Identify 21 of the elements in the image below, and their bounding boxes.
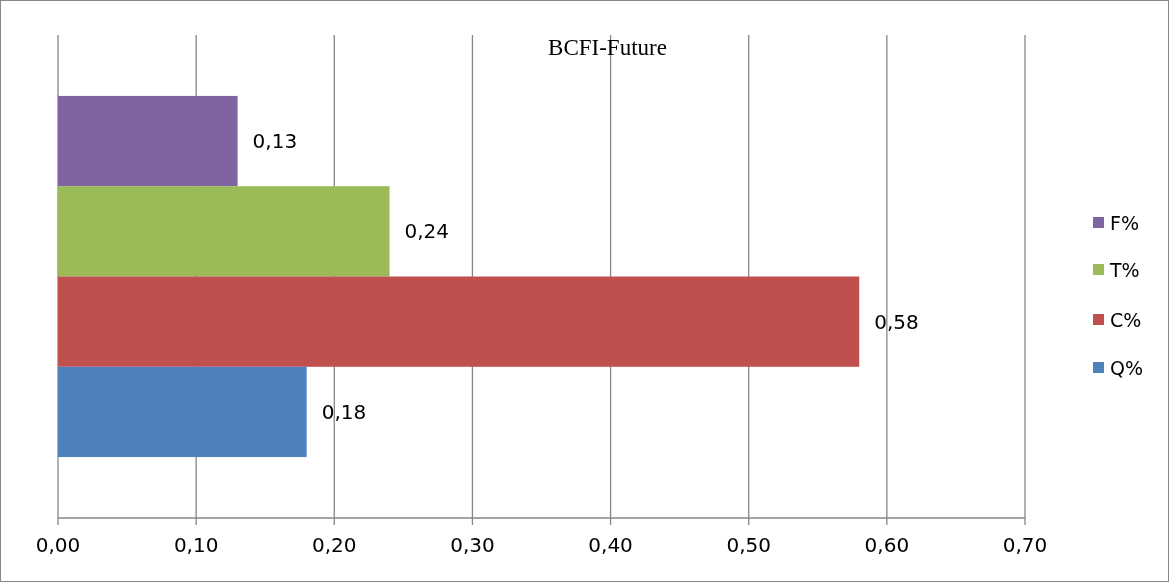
bar xyxy=(58,186,390,277)
legend-label: C% xyxy=(1110,308,1142,331)
data-label: 0,24 xyxy=(404,219,450,244)
legend-label: T% xyxy=(1109,258,1140,281)
x-tick-label: 0,10 xyxy=(173,533,219,557)
chart-title: BCFI-Future xyxy=(548,35,667,60)
data-label: 0,13 xyxy=(252,129,298,154)
x-tick-label: 0,00 xyxy=(35,533,81,557)
x-tick-label: 0,60 xyxy=(864,533,910,557)
bar xyxy=(58,366,307,458)
x-tick-label: 0,70 xyxy=(1002,533,1048,557)
x-tick-label: 0,30 xyxy=(450,533,495,557)
x-tick-label: 0,20 xyxy=(312,533,357,557)
bar xyxy=(58,95,238,187)
data-label: 0,58 xyxy=(874,309,919,334)
x-tick-label: 0,40 xyxy=(588,533,633,557)
x-tick-label: 0,50 xyxy=(726,533,771,557)
legend-label: F% xyxy=(1110,211,1139,234)
data-label: 0,18 xyxy=(321,399,367,424)
bar xyxy=(58,276,860,367)
legend-label: Q% xyxy=(1110,356,1144,379)
